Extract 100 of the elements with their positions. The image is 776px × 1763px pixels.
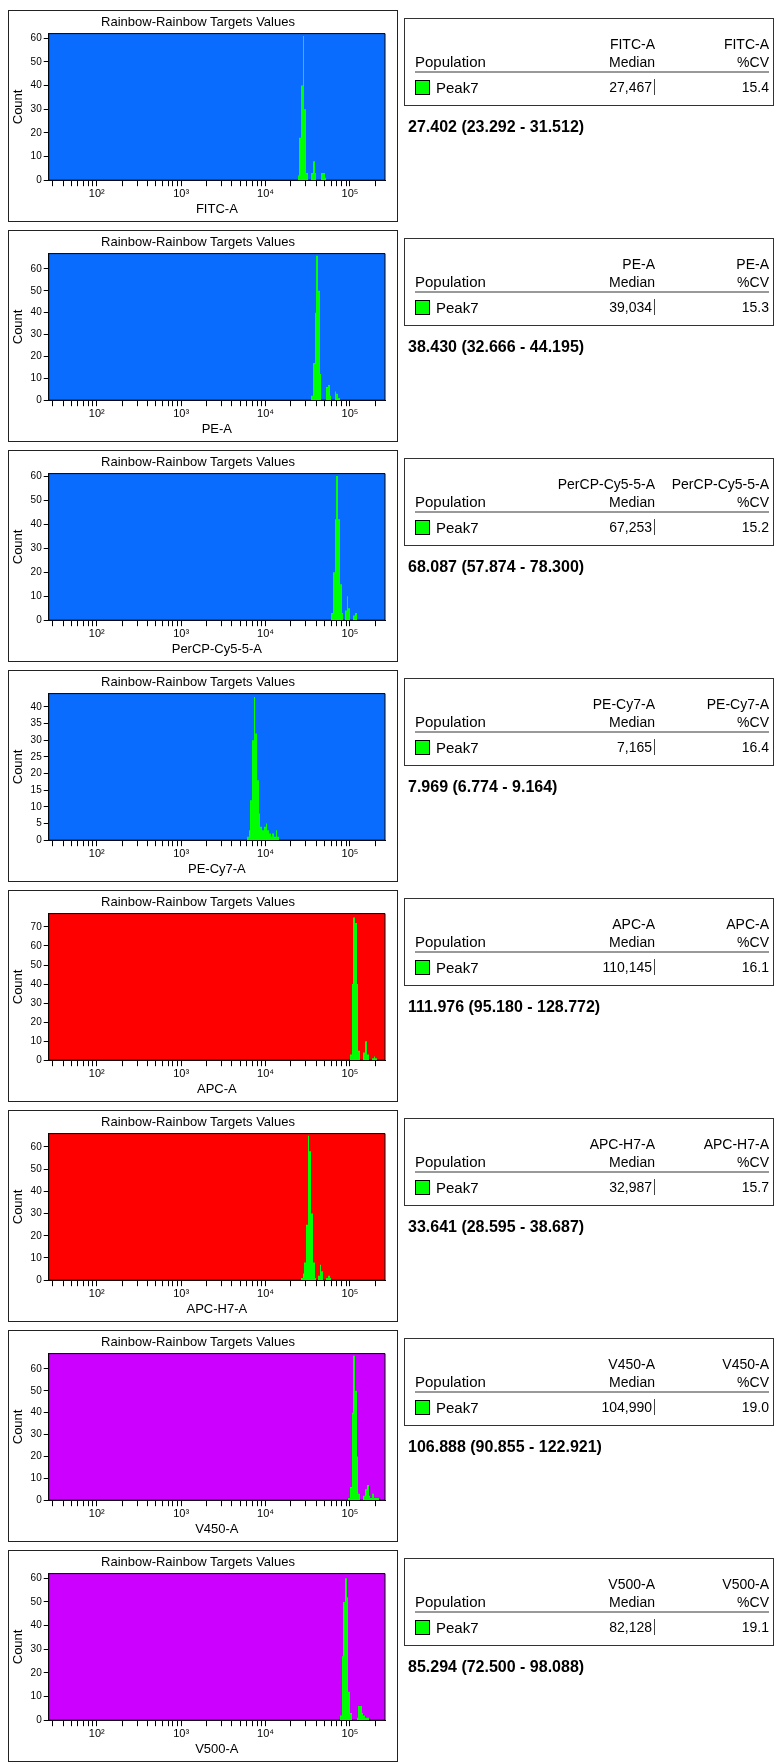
y-tick-label: 10 [30, 1251, 43, 1263]
y-tick-label: 15 [30, 783, 43, 795]
y-tick-label: 10 [30, 150, 43, 162]
y-tick-label: 60 [30, 32, 43, 44]
y-tick-label: 30 [30, 734, 43, 745]
y-tick-label: 70 [30, 920, 43, 932]
y-tick-label: 0 [36, 173, 43, 185]
y-axis-title: Count [10, 1629, 26, 1665]
y-tick-label: 30 [30, 541, 43, 553]
y-tick-label: 50 [30, 1384, 43, 1396]
x-tick-label: 10² [88, 846, 106, 859]
category-label: V500-A Median [607, 1575, 655, 1611]
y-tick-label: 10 [30, 372, 43, 384]
text: 27.402 (23.292 - 31.512) [408, 118, 585, 136]
text: 19.1 [741, 1619, 769, 1635]
x-tick-label: 10⁵ [341, 406, 359, 419]
text: 67,253 [609, 519, 652, 535]
y-tick-label: 50 [30, 958, 43, 970]
y-tick-label: 10 [30, 589, 43, 601]
x-tick-label: 10² [88, 1066, 106, 1079]
x-tick-label: 10⁴ [257, 1726, 275, 1739]
y-axis-title: Count [10, 309, 26, 345]
x-tick-label: 10⁴ [257, 186, 275, 199]
y-tick-label: 50 [30, 493, 43, 505]
category-label: FITC-A %CV [722, 35, 769, 71]
x-axis-title: FITC-A [195, 200, 239, 216]
text: Peak7 [436, 298, 479, 316]
y-tick-label: 10 [30, 1472, 43, 1484]
x-tick-label: 10³ [173, 1066, 190, 1079]
y-tick-label: 20 [30, 767, 43, 779]
text: 7.969 (6.774 - 9.164) [408, 778, 558, 796]
text: Peak7 [436, 1618, 479, 1636]
text: 15.7 [741, 1179, 769, 1195]
x-tick-label: 10⁵ [341, 846, 359, 859]
x-tick-label: 10² [88, 186, 106, 199]
x-tick-label: 10⁵ [341, 1066, 359, 1079]
y-tick-label: 20 [30, 350, 43, 362]
text: 19.0 [741, 1399, 769, 1415]
category-label: V450-A %CV [721, 1355, 769, 1391]
x-axis-title: APC-A [196, 1080, 238, 1096]
y-tick-label: 40 [30, 1619, 43, 1631]
x-tick-label: 10⁵ [341, 626, 359, 639]
y-tick-label: 60 [30, 262, 43, 274]
x-tick-label: 10⁵ [341, 1726, 359, 1739]
text: 68.087 (57.874 - 78.300) [408, 558, 585, 576]
text: 15.3 [741, 299, 769, 315]
category-label: APC-H7-A %CV [702, 1135, 769, 1171]
chart-title: Rainbow-Rainbow Targets Values [101, 14, 296, 30]
x-tick-label: 10² [88, 626, 106, 639]
y-tick-label: 60 [30, 1140, 43, 1152]
category-label: Population [415, 713, 487, 731]
category-label: APC-A %CV [725, 915, 769, 951]
y-tick-label: 0 [36, 1713, 43, 1725]
y-tick-label: 40 [30, 1406, 43, 1418]
text: 27,467 [609, 79, 652, 95]
text: 15.4 [741, 79, 769, 95]
chart-title: Rainbow-Rainbow Targets Values [101, 1114, 296, 1130]
y-tick-label: 30 [30, 1643, 43, 1655]
y-tick-label: 30 [30, 1428, 43, 1440]
chart-title: Rainbow-Rainbow Targets Values [101, 1334, 296, 1350]
y-axis-title: Count [10, 1189, 26, 1225]
text: 7,165 [616, 739, 652, 755]
x-axis-title: PE-Cy7-A [187, 860, 247, 876]
y-axis-title: Count [10, 1409, 26, 1445]
category-label: PE-Cy7-A Median [591, 695, 655, 731]
text: 32,987 [609, 1179, 652, 1195]
x-axis-title: PE-A [201, 420, 233, 436]
text: 38.430 (32.666 - 44.195) [408, 338, 585, 356]
y-tick-label: 0 [36, 613, 43, 625]
category-label: APC-H7-A Median [588, 1135, 655, 1171]
text: Peak7 [436, 958, 479, 976]
text: Peak7 [436, 518, 479, 536]
x-tick-label: 10⁵ [341, 1506, 359, 1519]
text: 106.888 (90.855 - 122.921) [408, 1438, 602, 1456]
x-tick-label: 10² [88, 1726, 106, 1739]
text: 16.1 [741, 959, 769, 975]
chart-title: Rainbow-Rainbow Targets Values [101, 674, 296, 690]
y-tick-label: 40 [30, 306, 43, 318]
y-tick-label: 20 [30, 126, 43, 138]
x-tick-label: 10³ [173, 406, 190, 419]
text: 104,990 [601, 1399, 652, 1415]
y-axis-title: Count [10, 969, 26, 1005]
category-label: Population [415, 1153, 487, 1171]
text: Peak7 [436, 78, 479, 96]
y-axis-title: Count [10, 749, 26, 785]
x-tick-label: 10³ [173, 186, 190, 199]
x-tick-label: 10⁴ [257, 406, 275, 419]
text: Peak7 [436, 1178, 479, 1196]
category-label: APC-A Median [608, 915, 655, 951]
y-tick-label: 60 [30, 1362, 43, 1374]
x-axis-title: PerCP-Cy5-5-A [171, 640, 263, 656]
category-label: Population [415, 493, 487, 511]
y-tick-label: 40 [30, 700, 43, 712]
y-tick-label: 30 [30, 103, 43, 115]
y-tick-label: 0 [36, 1273, 43, 1285]
y-tick-label: 50 [30, 55, 43, 67]
y-tick-label: 40 [30, 1185, 43, 1197]
category-label: PE-A %CV [735, 255, 769, 291]
x-tick-label: 10⁴ [257, 846, 275, 859]
text: 39,034 [609, 299, 652, 315]
